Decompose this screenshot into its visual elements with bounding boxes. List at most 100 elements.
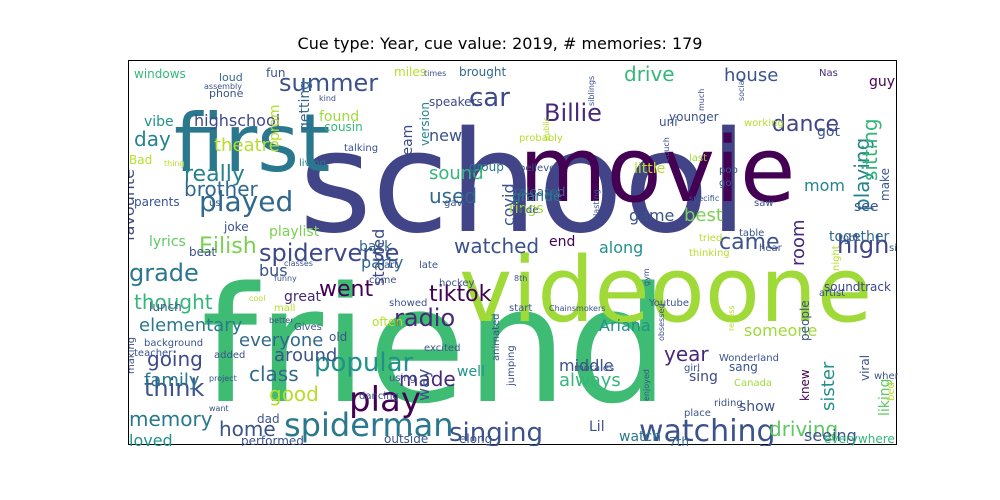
word-playing: playing (850, 138, 874, 211)
word-first: first (174, 97, 330, 190)
word-uni: uni (659, 115, 678, 129)
word-grande: grande (512, 189, 562, 205)
word-memory: memory (129, 407, 213, 431)
word-house: house (724, 65, 778, 86)
word-going: going (147, 347, 203, 371)
word-saw: saw (754, 198, 774, 209)
word-living: living (299, 158, 326, 169)
word-playlist: playlist (269, 224, 320, 240)
word-added: added (214, 350, 245, 361)
word-lil: Lil (589, 419, 605, 435)
word-artist: artist (819, 288, 845, 299)
word-social: social (737, 78, 746, 101)
word-came: came (719, 230, 780, 255)
word-group: group (469, 160, 504, 174)
word-background: background (144, 338, 203, 349)
word-siblings: siblings (587, 76, 596, 106)
word-version: version (418, 102, 432, 146)
word-bed: bed (886, 382, 897, 401)
word-chainsmokers: Chainsmokers (549, 304, 605, 313)
word-knew: knew (798, 369, 812, 401)
word-drive: drive (624, 62, 675, 86)
word-watched: watched (454, 234, 539, 258)
word-table: table (739, 228, 764, 239)
word-lyrics: lyrics (149, 234, 186, 250)
word-game: game (629, 206, 674, 225)
word-wonderland: Wonderland (719, 353, 779, 364)
word-assembly: assembly (204, 82, 242, 91)
word-hockey: hockey (439, 278, 475, 289)
word-times: times (424, 69, 446, 78)
word-often: often (372, 315, 403, 329)
word-probably: probably (519, 133, 563, 144)
word-along: along (599, 238, 643, 257)
word-watching: watching (639, 414, 776, 446)
word-girl: girl (684, 363, 700, 374)
word-driving: driving (769, 417, 838, 441)
word-everywhere: everywhere (824, 432, 895, 446)
word-videoone: videoone (459, 238, 872, 343)
word-great: great (284, 289, 322, 305)
word-performed: performed (241, 434, 304, 446)
word-summer: summer (279, 69, 378, 97)
word-youtube: Youtube (648, 298, 689, 309)
word-cool: cool (249, 294, 265, 303)
word-team: team (400, 125, 416, 161)
word-believe: believe (519, 163, 555, 174)
word-nas: Nas (819, 68, 838, 79)
word-specific: specific (689, 194, 719, 203)
word-day: day (134, 127, 171, 151)
word-someone: someone (744, 321, 817, 340)
word-outside: outside (384, 432, 428, 446)
word-radio: radio (394, 304, 455, 332)
word-lunch: lunch (149, 300, 182, 314)
word-popular: popular (314, 348, 414, 378)
word-morales: morales (574, 363, 614, 374)
word-class: class (249, 362, 299, 386)
word-end: end (549, 234, 575, 250)
word-start: start (509, 303, 532, 314)
word-last: last (689, 153, 707, 164)
word-canada: Canada (734, 378, 772, 389)
word-couch: couch (662, 137, 671, 161)
word-blasting: blasting (592, 189, 601, 221)
word-brought: brought (459, 65, 506, 79)
word-working: working (744, 118, 784, 129)
word-spiderverse: spiderverse (259, 239, 399, 267)
word-elong: elong (459, 432, 492, 446)
word-see: see (854, 199, 879, 215)
word-making: making (129, 337, 137, 374)
word-pop: pop (719, 165, 738, 176)
word-singing: singing (449, 418, 543, 446)
word-fun: fun (266, 66, 285, 80)
word-cousin: cousin (324, 120, 363, 134)
word-come: come (369, 275, 397, 286)
word-animated: animated (491, 313, 502, 361)
word-found: found (319, 109, 359, 125)
word-vibe: vibe (144, 114, 174, 130)
word-obsessed: obsessed (657, 304, 666, 341)
word-made: made (399, 367, 456, 391)
word-enjoyed: enjoyed (642, 369, 651, 401)
word-using: using (389, 373, 416, 384)
word-singer: singer (889, 243, 898, 254)
word-riding: riding (714, 398, 743, 409)
word-late: late (419, 260, 438, 271)
word-middle: middle (559, 356, 614, 375)
word-classes: classes (284, 259, 313, 268)
word-much: much (697, 89, 706, 111)
word-thing: thing (164, 159, 185, 168)
word-loved: loved (129, 431, 173, 446)
word-ride: ride (519, 205, 538, 216)
word-ariana: Ariana (599, 316, 651, 335)
word-us: us (209, 198, 221, 209)
word-miles: miles (394, 65, 426, 79)
word-sister: sister (818, 361, 839, 411)
word-play: play (349, 380, 421, 420)
word-place: place (684, 408, 711, 419)
word-guy: guy (869, 74, 895, 90)
word-excited: excited (424, 343, 460, 354)
word-billie: Billie (544, 99, 602, 127)
word-dance: dance (772, 112, 839, 137)
